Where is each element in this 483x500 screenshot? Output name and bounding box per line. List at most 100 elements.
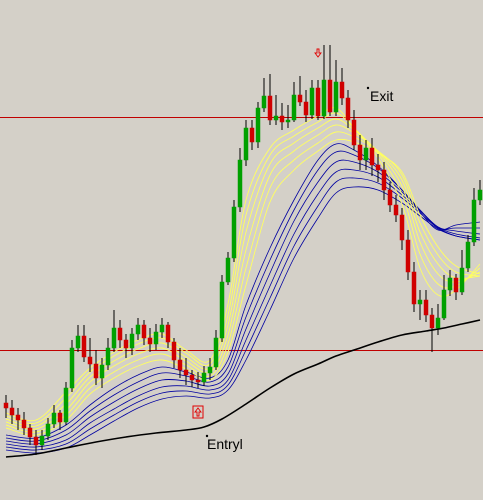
buy-arrow-icon — [194, 407, 202, 417]
ma-baseline-1 — [5, 319, 481, 458]
candle-body — [309, 87, 315, 116]
candle-body — [237, 159, 243, 208]
candle-body — [153, 331, 159, 345]
ma-short-term-6 — [5, 138, 481, 436]
candle-body — [249, 127, 255, 143]
candle-body — [219, 281, 225, 339]
candle-body — [63, 387, 69, 423]
candle-body — [333, 81, 339, 113]
candle-body — [75, 335, 81, 349]
candle-body — [57, 412, 63, 423]
candle-body — [207, 366, 213, 374]
candle-body — [339, 81, 345, 99]
candle-body — [363, 147, 369, 161]
candles — [3, 45, 483, 455]
candle-body — [399, 214, 405, 241]
sell-arrow-icon — [314, 48, 322, 58]
candle-body — [267, 95, 273, 121]
candle-body — [459, 267, 465, 293]
candle-body — [27, 427, 33, 438]
candle-body — [297, 94, 303, 103]
candle-body — [471, 199, 477, 243]
candle-body — [285, 119, 291, 123]
candle-body — [3, 402, 9, 409]
candle-body — [171, 341, 177, 361]
ma-long-term-3 — [5, 159, 481, 445]
candle-body — [423, 299, 429, 316]
candle-body — [387, 189, 393, 206]
candle-body — [345, 97, 351, 121]
annotation-exit: Exit — [370, 88, 393, 104]
candle-body — [177, 359, 183, 371]
candle-body — [303, 101, 309, 116]
candle-body — [45, 423, 51, 437]
candle-body — [393, 204, 399, 216]
candle-body — [447, 277, 453, 291]
candle-body — [105, 347, 111, 366]
signal-markers — [192, 48, 322, 419]
candle-body — [453, 277, 459, 293]
ma-short-term-2 — [5, 112, 481, 425]
ma-long-term-4 — [5, 168, 481, 448]
annotation-entry: Entryl — [207, 436, 243, 452]
candle-body — [111, 327, 117, 349]
ma-long-term-6 — [5, 186, 481, 454]
candle-body — [291, 94, 297, 121]
candle-body — [129, 333, 135, 349]
candle-body — [327, 79, 333, 113]
candle-body — [477, 189, 483, 201]
candle-body — [69, 347, 75, 389]
candle-body — [273, 115, 279, 121]
candle-body — [369, 147, 375, 166]
candle-body — [381, 169, 387, 191]
candle-body — [255, 107, 261, 143]
candle-body — [15, 414, 21, 421]
candle-body — [117, 327, 123, 341]
entry-dot — [205, 434, 209, 438]
candle-body — [315, 87, 321, 117]
candle-body — [231, 206, 237, 259]
candle-body — [189, 374, 195, 381]
candle-body — [93, 363, 99, 379]
candle-body — [87, 356, 93, 365]
candle-body — [405, 239, 411, 273]
candle-body — [417, 299, 423, 305]
exit-dot — [366, 86, 370, 90]
candle-body — [123, 339, 129, 349]
candle-body — [51, 412, 57, 425]
candle-body — [39, 435, 45, 446]
candle-body — [141, 324, 147, 339]
candle-body — [441, 289, 447, 319]
ma-short-term-1 — [5, 107, 481, 422]
candle-body — [183, 369, 189, 376]
candle-body — [9, 407, 15, 416]
candle-body — [225, 257, 231, 283]
annotations: Exit Entryl — [205, 86, 393, 452]
candle-body — [99, 364, 105, 379]
candle-body — [21, 419, 27, 429]
candle-body — [159, 324, 165, 333]
candle-body — [243, 127, 249, 161]
candle-body — [375, 164, 381, 171]
candle-body — [165, 324, 171, 343]
candle-body — [135, 324, 141, 335]
candle-body — [213, 337, 219, 368]
candle-body — [195, 379, 201, 383]
buy-arrow-box — [192, 405, 204, 419]
candle-body — [279, 115, 285, 123]
candle-body — [261, 95, 267, 109]
ma-long-term-2 — [5, 150, 480, 442]
candle-body — [351, 119, 357, 146]
candle-body — [33, 436, 39, 446]
candle-body — [357, 144, 363, 161]
candle-body — [147, 337, 153, 345]
candle-body — [465, 241, 471, 269]
candle-body — [411, 271, 417, 305]
candle-body — [435, 317, 441, 329]
candle-body — [321, 79, 327, 117]
candle-body — [201, 372, 207, 383]
candle-body — [81, 335, 87, 358]
